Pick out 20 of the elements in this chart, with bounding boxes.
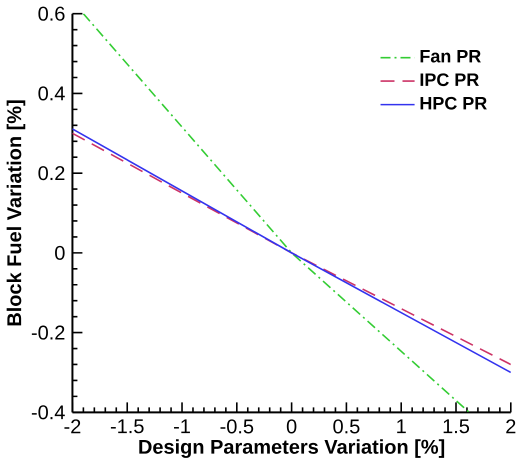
legend-label: Fan PR bbox=[420, 50, 481, 63]
y-tick-label: 0 bbox=[55, 246, 65, 260]
legend-label: IPC PR bbox=[420, 74, 479, 86]
x-axis-title: Design Parameters Variation [%] bbox=[139, 439, 444, 458]
y-tick-label: -0.4 bbox=[32, 405, 65, 420]
x-tick-label: -1.5 bbox=[110, 420, 144, 434]
x-tick-label: 2 bbox=[506, 420, 516, 434]
x-tick-label: -0.5 bbox=[220, 420, 254, 434]
y-tick-label: -0.2 bbox=[32, 326, 64, 340]
y-tick-label: 0.6 bbox=[38, 6, 65, 21]
x-tick-label: 1 bbox=[397, 420, 406, 434]
x-tick-label: -2 bbox=[64, 420, 80, 434]
x-tick-label: 0 bbox=[286, 420, 296, 434]
y-tick-label: 0.2 bbox=[38, 166, 64, 180]
x-tick-label: 1.5 bbox=[444, 420, 470, 434]
x-tick-label: -1 bbox=[174, 420, 190, 434]
legend-label: HPC PR bbox=[420, 97, 487, 110]
x-tick-label: 0.5 bbox=[333, 420, 360, 434]
y-axis-title: Block Fuel Variation [%] bbox=[6, 100, 26, 326]
y-tick-label: 0.4 bbox=[38, 86, 65, 101]
